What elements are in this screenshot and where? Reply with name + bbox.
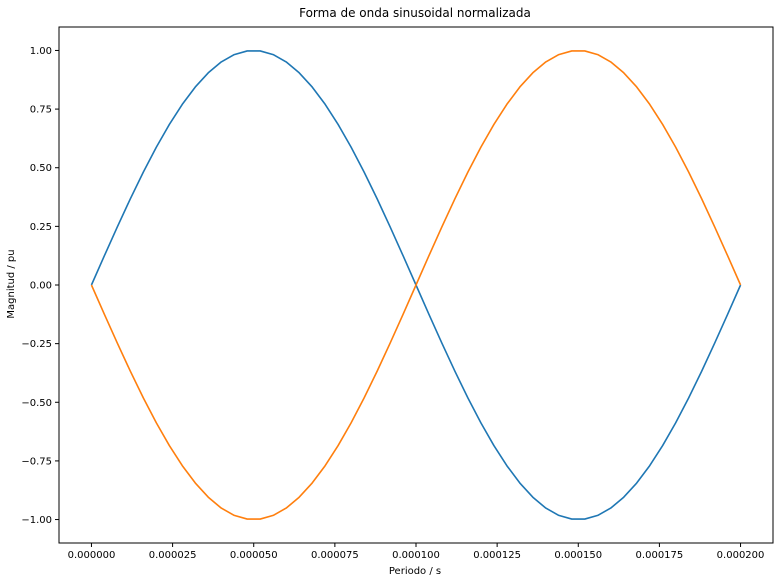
y-axis-title: Magnitud / pu <box>6 249 17 318</box>
y-tick-label: 0.00 <box>30 281 52 292</box>
y-tick-label: −0.25 <box>21 339 52 350</box>
series-line-2 <box>90 50 742 520</box>
plot-area <box>90 50 742 520</box>
y-tick-label: −1.00 <box>21 515 52 526</box>
x-tick-label: 0.000125 <box>473 550 521 561</box>
y-tick-label: 0.75 <box>30 105 52 116</box>
y-tick-label: 1.00 <box>30 46 52 57</box>
x-tick-label: 0.000000 <box>68 550 116 561</box>
y-tick-label: 0.25 <box>30 222 52 233</box>
x-tick-label: 0.000050 <box>230 550 278 561</box>
x-tick-label: 0.000150 <box>554 550 602 561</box>
x-axis-title: Periodo / s <box>389 566 441 577</box>
x-tick-label: 0.000100 <box>392 550 440 561</box>
x-axis: 0.000000 0.000025 0.000050 0.000075 0.000100… <box>68 543 765 561</box>
x-tick-label: 0.000200 <box>717 550 765 561</box>
x-tick-label: 0.000025 <box>149 550 197 561</box>
y-tick-label: −0.50 <box>21 398 52 409</box>
x-tick-label: 0.000075 <box>311 550 359 561</box>
x-tick-label: 0.000175 <box>636 550 684 561</box>
y-axis: −1.00 −0.75 −0.50 −0.25 0.00 0.25 0.50 0.75 1.00 <box>21 46 59 526</box>
y-tick-label: −0.75 <box>21 456 52 467</box>
chart-title: Forma de onda sinusoidal normalizada <box>299 6 531 20</box>
y-tick-label: 0.50 <box>30 163 52 174</box>
